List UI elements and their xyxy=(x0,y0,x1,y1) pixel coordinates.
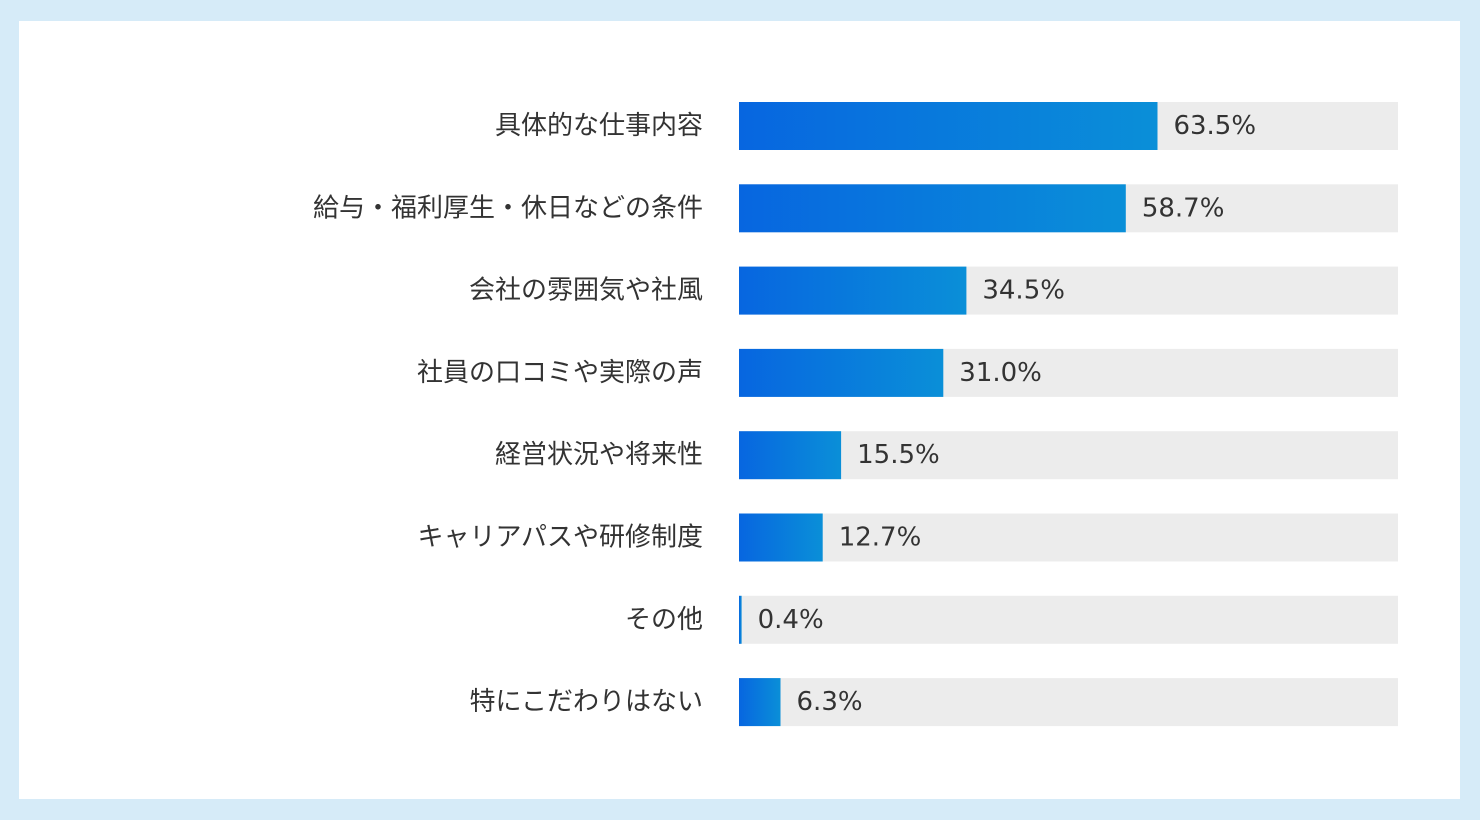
bar-track xyxy=(739,595,1398,644)
category-label: キャリアパスや研修制度 xyxy=(418,523,703,553)
category-label: 経営状況や将来性 xyxy=(495,440,703,470)
bar-row: 給与・福利厚生・休日などの条件 58.7% xyxy=(313,184,1398,233)
value-label: 12.7% xyxy=(839,523,922,553)
category-label: 具体的な仕事内容 xyxy=(495,111,703,141)
value-label: 0.4% xyxy=(758,605,824,635)
bar xyxy=(739,595,742,644)
bar xyxy=(739,102,1158,150)
bar-track xyxy=(739,513,1398,562)
bar-track xyxy=(739,678,1398,727)
category-label: その他 xyxy=(625,605,703,635)
bar-row: 社員の口コミや実際の声 31.0% xyxy=(417,348,1398,397)
value-label: 15.5% xyxy=(857,440,940,470)
bar xyxy=(739,431,842,480)
value-label: 63.5% xyxy=(1173,111,1256,141)
bar xyxy=(739,184,1126,233)
value-label: 58.7% xyxy=(1142,193,1225,223)
value-label: 31.0% xyxy=(959,358,1042,388)
bar-row: キャリアパスや研修制度 12.7% xyxy=(418,513,1398,562)
bar xyxy=(739,678,781,727)
bar-chart: 具体的な仕事内容 63.5% 給与・福利厚生・休日などの条件 58.7% 会社の雰囲気や… xyxy=(313,102,1398,727)
category-label: 会社の雰囲気や社風 xyxy=(469,276,703,306)
category-label: 特にこだわりはない xyxy=(470,687,703,717)
bar-row: 具体的な仕事内容 63.5% xyxy=(495,102,1398,150)
bar-track xyxy=(739,431,1398,480)
bar xyxy=(739,348,944,397)
value-label: 34.5% xyxy=(982,276,1065,306)
bars-layer: 具体的な仕事内容 63.5% 給与・福利厚生・休日などの条件 58.7% 会社の雰囲気や… xyxy=(313,102,1398,727)
bar-row: 経営状況や将来性 15.5% xyxy=(495,431,1398,480)
bar xyxy=(739,513,823,562)
bar-row: その他 0.4% xyxy=(625,595,1398,644)
bar-row: 特にこだわりはない 6.3% xyxy=(470,678,1398,727)
value-label: 6.3% xyxy=(797,687,863,717)
chart-card: 具体的な仕事内容 63.5% 給与・福利厚生・休日などの条件 58.7% 会社の雰囲気や… xyxy=(19,21,1460,799)
bar xyxy=(739,266,967,315)
bar-row: 会社の雰囲気や社風 34.5% xyxy=(469,266,1398,315)
category-label: 社員の口コミや実際の声 xyxy=(417,358,703,388)
category-label: 給与・福利厚生・休日などの条件 xyxy=(313,193,703,223)
